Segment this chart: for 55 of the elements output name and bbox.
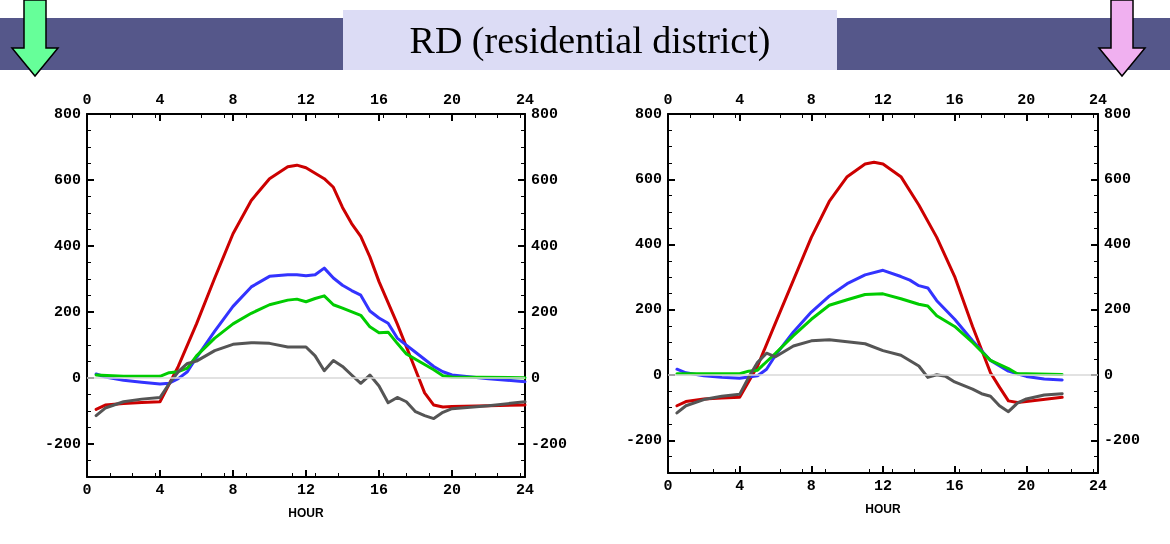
y2-tick-label: 400 — [1104, 236, 1132, 254]
x-tick-label: 0 — [82, 482, 92, 499]
x-tick-label: 16 — [945, 478, 964, 495]
y-tick-label: 200 — [53, 303, 81, 321]
y-tick-label: 0 — [652, 366, 662, 384]
y2-tick-label: 400 — [531, 237, 559, 255]
y-tick-label: 400 — [634, 236, 662, 254]
x-tick-label: 8 — [806, 478, 816, 495]
x2-tick-label: 8 — [806, 92, 816, 109]
x-tick-label: 0 — [663, 478, 673, 495]
x2-tick-label: 20 — [442, 92, 462, 109]
y-tick-label: -200 — [44, 435, 81, 453]
x-axis-title: HOUR — [288, 506, 324, 520]
y-tick-label: -200 — [625, 431, 662, 449]
x-tick-label: 12 — [873, 478, 893, 495]
y2-tick-label: 0 — [531, 369, 541, 387]
x2-tick-label: 4 — [735, 92, 745, 109]
x-tick-label: 4 — [155, 482, 165, 499]
y-tick-label: 200 — [634, 301, 662, 319]
y-tick-label: 600 — [634, 170, 662, 188]
y2-tick-label: -200 — [1104, 431, 1141, 449]
x-tick-label: 8 — [228, 482, 238, 499]
y2-tick-label: -200 — [531, 435, 568, 453]
x2-tick-label: 8 — [228, 92, 238, 109]
chart-title: RD (residential district) — [343, 10, 837, 70]
x2-tick-label: 0 — [663, 92, 673, 109]
y-tick-label: 400 — [53, 237, 81, 255]
y-tick-label: 0 — [71, 369, 81, 387]
x-axis-title: HOUR — [865, 502, 901, 516]
y2-tick-label: 200 — [531, 303, 559, 321]
line-series — [675, 338, 1064, 415]
x-tick-label: 4 — [735, 478, 745, 495]
y2-tick-label: 0 — [1104, 366, 1114, 384]
x-tick-label: 20 — [442, 482, 462, 499]
y-tick-label: 600 — [53, 171, 81, 189]
x-tick-label: 24 — [515, 482, 535, 499]
y2-tick-label: 600 — [1104, 170, 1132, 188]
line-series — [675, 160, 1064, 408]
y2-tick-label: 200 — [1104, 301, 1132, 319]
y-tick-label: 800 — [634, 105, 662, 123]
x-tick-label: 16 — [369, 482, 389, 499]
x-tick-label: 24 — [1088, 478, 1108, 495]
x2-tick-label: 12 — [296, 92, 316, 109]
x2-tick-label: 20 — [1017, 92, 1036, 109]
x2-tick-label: 0 — [82, 92, 92, 109]
y2-tick-label: 600 — [531, 171, 559, 189]
x2-tick-label: 12 — [873, 92, 893, 109]
x2-tick-label: 16 — [369, 92, 389, 109]
line-series — [675, 292, 1064, 376]
x2-tick-label: 4 — [155, 92, 165, 109]
y-tick-label: 800 — [53, 105, 81, 123]
x-tick-label: 20 — [1017, 478, 1036, 495]
x2-tick-label: 16 — [945, 92, 964, 109]
x-tick-label: 12 — [296, 482, 316, 499]
line-series — [94, 341, 527, 421]
